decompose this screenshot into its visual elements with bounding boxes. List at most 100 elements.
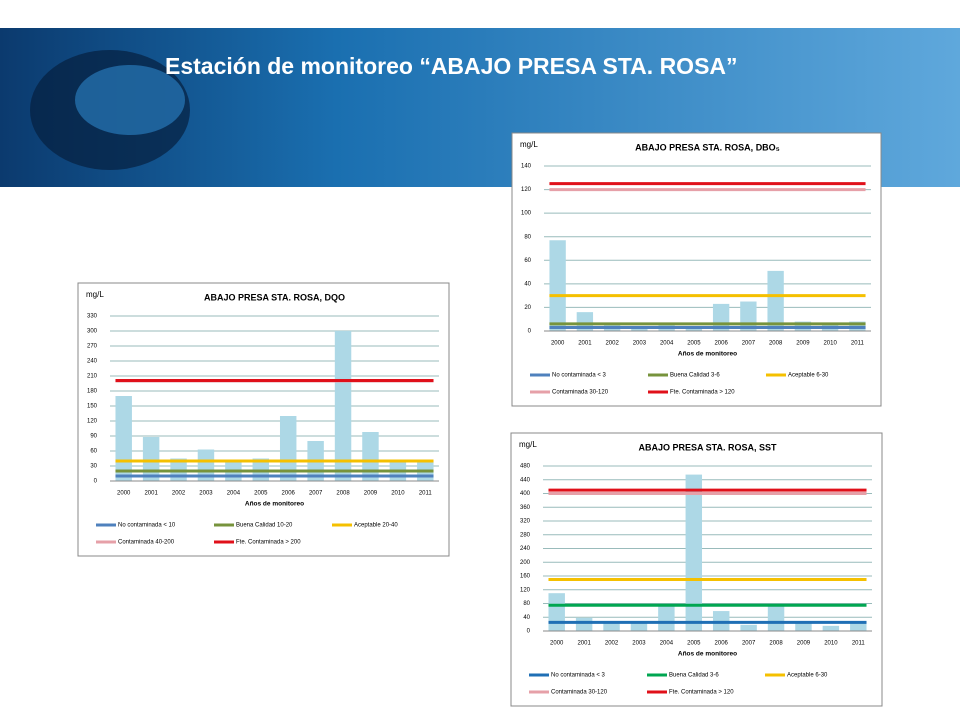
x-tick-label: 2003 xyxy=(199,491,213,497)
chart: ABAJO PRESA STA. ROSA, DQO mg/L 0 30 60 90 120… xyxy=(77,282,450,557)
bar xyxy=(685,474,703,631)
bar xyxy=(334,331,352,481)
y-tick-label: 210 xyxy=(87,374,98,380)
bar xyxy=(767,270,784,331)
chart-title: ABAJO PRESA STA. ROSA, SST xyxy=(638,442,777,452)
bar xyxy=(630,622,648,631)
y-tick-label: 480 xyxy=(520,464,531,470)
bar xyxy=(279,416,297,481)
y-tick-label: 160 xyxy=(520,574,531,580)
x-tick-label: 2006 xyxy=(714,341,728,347)
legend-label: Fte. Contaminada > 120 xyxy=(669,690,734,696)
x-tick-label: 2003 xyxy=(632,641,646,647)
y-tick-label: 0 xyxy=(528,329,532,335)
legend-label: No contaminada < 10 xyxy=(118,523,176,529)
x-tick-label: 2008 xyxy=(769,341,783,347)
y-tick-label: 40 xyxy=(524,281,531,287)
x-tick-label: 2004 xyxy=(660,341,674,347)
charts: ABAJO PRESA STA. ROSA, DQO mg/L 0 30 60 90 120… xyxy=(77,132,883,707)
bar xyxy=(362,432,379,481)
bar xyxy=(767,605,785,631)
x-tick-label: 2001 xyxy=(578,341,592,347)
bar xyxy=(740,624,757,631)
bar xyxy=(822,625,840,631)
y-tick-label: 30 xyxy=(90,464,97,470)
bar xyxy=(197,449,215,481)
legend-label: Buena Calidad 3-6 xyxy=(670,373,720,379)
y-tick-label: 120 xyxy=(87,419,98,425)
y-tick-label: 300 xyxy=(87,329,98,335)
legend-label: Contaminada 30-120 xyxy=(552,390,609,396)
x-tick-label: 2009 xyxy=(364,491,378,497)
x-tick-label: 2005 xyxy=(687,641,701,647)
bar xyxy=(115,396,132,481)
legend-label: Aceptable 6-30 xyxy=(787,673,828,679)
bar xyxy=(850,621,867,631)
y-tick-label: 180 xyxy=(87,389,98,395)
y-tick-label: 200 xyxy=(520,560,531,566)
chart-title: ABAJO PRESA STA. ROSA, DQO xyxy=(204,292,345,302)
bar xyxy=(575,617,593,631)
y-tick-label: 80 xyxy=(523,601,530,607)
legend-label: No contaminada < 3 xyxy=(552,373,607,379)
x-tick-label: 2010 xyxy=(391,491,405,497)
water-drop xyxy=(75,65,185,135)
y-tick-label: 140 xyxy=(521,164,532,170)
chart: ABAJO PRESA STA. ROSA, SST mg/L 0 40 80 120 16… xyxy=(510,432,883,707)
legend-label: Aceptable 20-40 xyxy=(354,523,398,529)
y-tick-label: 240 xyxy=(87,359,98,365)
x-tick-label: 2003 xyxy=(633,341,647,347)
x-tick-label: 2005 xyxy=(254,491,268,497)
x-tick-label: 2004 xyxy=(660,641,674,647)
y-tick-label: 0 xyxy=(94,479,98,485)
y-tick-label: 280 xyxy=(520,532,531,538)
legend-label: Buena Calidad 3-6 xyxy=(669,673,719,679)
bar xyxy=(142,437,160,481)
chart-frame xyxy=(511,132,882,407)
legend-label: Fte. Contaminada > 200 xyxy=(236,540,301,546)
y-tick-label: 40 xyxy=(523,615,530,621)
x-tick-label: 2005 xyxy=(687,341,701,347)
y-tick-label: 320 xyxy=(520,519,531,525)
bar xyxy=(685,327,703,331)
y-axis-label: mg/L xyxy=(519,440,537,449)
bar xyxy=(631,327,648,331)
x-tick-label: 2006 xyxy=(715,641,729,647)
x-axis-label: Años de monitoreo xyxy=(678,651,737,658)
legend-label: Aceptable 6-30 xyxy=(788,373,829,379)
y-tick-label: 330 xyxy=(87,314,98,320)
bar xyxy=(603,623,620,631)
legend-label: Contaminada 40-200 xyxy=(118,540,175,546)
chart: ABAJO PRESA STA. ROSA, DBO₅ mg/L 0 20 40 60 80… xyxy=(511,132,882,407)
x-tick-label: 2007 xyxy=(742,341,756,347)
bar xyxy=(795,621,812,631)
x-tick-label: 2007 xyxy=(309,491,323,497)
y-tick-label: 120 xyxy=(521,187,532,193)
x-tick-label: 2011 xyxy=(851,341,865,347)
y-tick-label: 440 xyxy=(520,477,531,483)
x-axis-label: Años de monitoreo xyxy=(678,351,737,358)
x-axis-label: Años de monitoreo xyxy=(245,501,304,508)
legend-label: Buena Calidad 10-20 xyxy=(236,523,293,529)
x-tick-label: 2010 xyxy=(824,641,838,647)
x-tick-label: 2011 xyxy=(419,491,433,497)
x-tick-label: 2008 xyxy=(769,641,783,647)
x-tick-label: 2000 xyxy=(117,491,131,497)
chart-frame xyxy=(77,282,450,557)
legend-label: Contaminada 30-120 xyxy=(551,690,608,696)
y-axis-label: mg/L xyxy=(86,290,104,299)
y-tick-label: 400 xyxy=(520,491,531,497)
y-tick-label: 240 xyxy=(520,546,531,552)
bar xyxy=(549,240,566,331)
x-tick-label: 2002 xyxy=(605,641,619,647)
y-tick-label: 100 xyxy=(521,211,532,217)
y-tick-label: 270 xyxy=(87,344,98,350)
x-tick-label: 2009 xyxy=(797,641,811,647)
x-tick-label: 2002 xyxy=(605,341,619,347)
y-tick-label: 80 xyxy=(524,234,531,240)
bar xyxy=(658,605,675,631)
slide-title: Estación de monitoreo “ABAJO PRESA STA. … xyxy=(165,53,738,79)
y-axis-label: mg/L xyxy=(520,140,538,149)
y-tick-label: 120 xyxy=(520,587,531,593)
x-tick-label: 2011 xyxy=(852,641,866,647)
